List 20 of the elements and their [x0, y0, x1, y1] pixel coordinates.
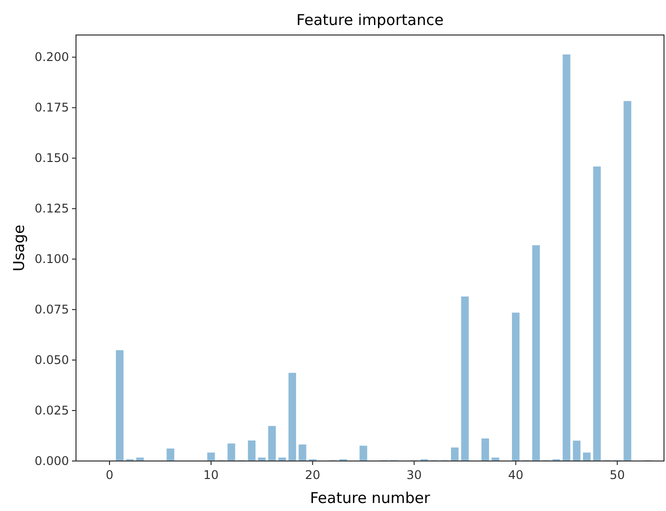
x-axis-title: Feature number: [310, 489, 431, 507]
y-tick-label: 0.000: [34, 454, 69, 468]
y-tick-label: 0.125: [34, 202, 69, 216]
y-tick-label: 0.150: [34, 151, 69, 166]
y-tick-label: 0.100: [34, 252, 69, 266]
x-tick-label: 40: [508, 468, 524, 482]
y-tick-label: 0.200: [34, 50, 69, 64]
x-tick-label: 50: [610, 468, 625, 482]
x-tick-label: 30: [406, 468, 422, 482]
bar: [359, 445, 368, 462]
chart-title: Feature importance: [296, 11, 444, 29]
x-tick-label: 0: [106, 468, 114, 482]
y-tick-label: 0.175: [34, 100, 69, 115]
y-tick-label: 0.050: [34, 353, 69, 368]
x-tick-label: 10: [203, 468, 219, 482]
y-axis-title: Usage: [10, 224, 28, 272]
y-tick-label: 0.025: [34, 404, 69, 418]
y-tick-label: 0.075: [34, 302, 69, 317]
x-tick-label: 20: [304, 468, 320, 482]
bar: [166, 448, 175, 462]
